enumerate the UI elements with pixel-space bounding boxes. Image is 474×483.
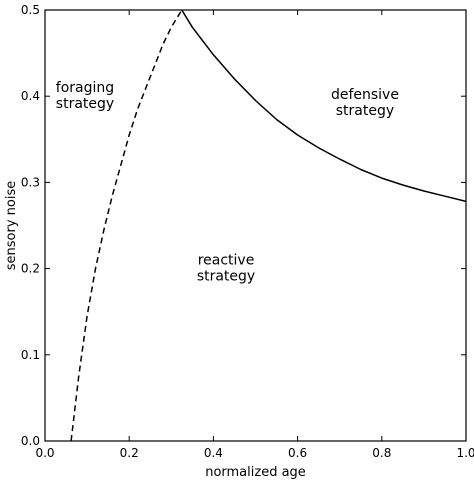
y-tick-label: 0.0 <box>21 434 40 448</box>
x-tick-label: 0.6 <box>288 446 307 460</box>
region-label-line: defensive <box>331 87 399 103</box>
region-label-line: reactive <box>198 252 255 268</box>
axis-ticks: 0.0 0.2 0.4 0.6 0.8 1.0 0.0 0.1 0.2 0.3 0.4 0.5 <box>21 3 474 460</box>
region-label-line: foraging <box>56 80 114 96</box>
x-axis-label: normalized age <box>205 465 306 480</box>
series-line-solid <box>181 9 467 203</box>
y-tick-label: 0.2 <box>21 262 40 276</box>
series-group <box>70 9 467 442</box>
y-axis-label: sensory noise <box>4 181 19 270</box>
x-tick-label: 0.4 <box>204 446 223 460</box>
region-label: reactive strategy <box>197 252 255 284</box>
region-label-line: strategy <box>197 268 255 284</box>
region-label: foraging strategy <box>56 80 114 112</box>
series-line-dashed <box>70 9 183 442</box>
region-label-line: strategy <box>336 103 394 119</box>
x-tick-label: 0.2 <box>120 446 139 460</box>
x-tick-label: 0.8 <box>372 446 391 460</box>
y-tick-label: 0.1 <box>21 348 40 362</box>
x-tick-label: 0.0 <box>35 446 54 460</box>
y-tick-label: 0.5 <box>21 3 40 17</box>
y-tick-label: 0.4 <box>21 89 40 103</box>
region-label: defensive strategy <box>331 87 399 119</box>
region-label-line: strategy <box>56 96 114 112</box>
y-tick-label: 0.3 <box>21 175 40 189</box>
x-tick-label: 1.0 <box>456 446 474 460</box>
plot-frame <box>44 9 467 442</box>
